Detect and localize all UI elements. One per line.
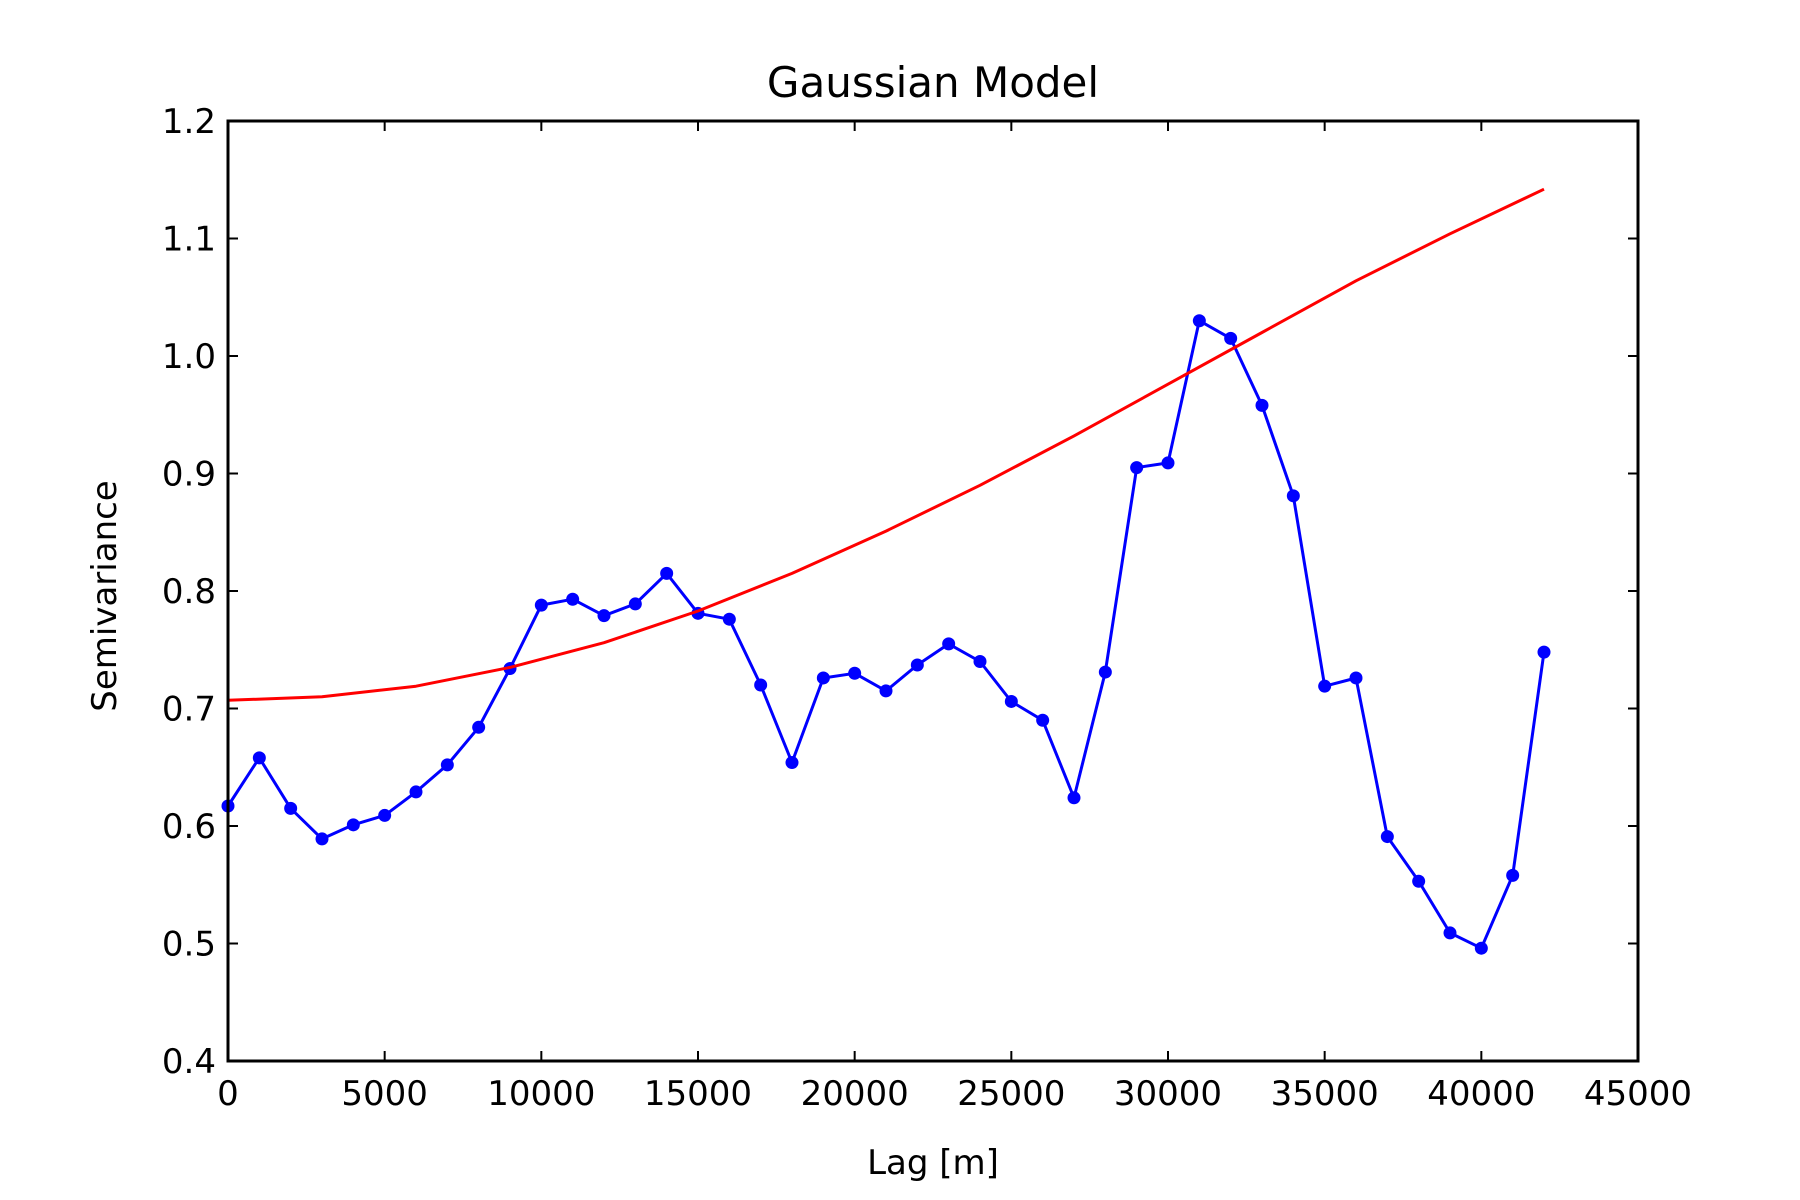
data-point bbox=[942, 637, 956, 651]
data-point bbox=[346, 818, 360, 832]
y-tick-label: 0.9 bbox=[162, 455, 216, 495]
data-point bbox=[440, 758, 454, 772]
gaussian-model-line bbox=[227, 187, 1545, 702]
x-tick-label: 35000 bbox=[1271, 1074, 1379, 1114]
experimental-semivariance-line bbox=[226, 319, 1546, 950]
y-tick-label: 0.7 bbox=[162, 690, 216, 730]
data-point bbox=[1098, 665, 1112, 679]
data-point bbox=[1318, 679, 1332, 693]
data-point bbox=[1067, 791, 1081, 805]
x-tick-label: 0 bbox=[217, 1074, 239, 1114]
data-point bbox=[1286, 489, 1300, 503]
plot-area bbox=[221, 187, 1551, 955]
x-tick-label: 5000 bbox=[341, 1074, 428, 1114]
y-tick-label: 0.6 bbox=[162, 807, 216, 847]
data-point bbox=[597, 609, 611, 623]
x-axis-label: Lag [m] bbox=[867, 1143, 999, 1183]
data-point bbox=[660, 566, 674, 580]
x-tick-label: 25000 bbox=[957, 1074, 1065, 1114]
data-point bbox=[628, 597, 642, 611]
data-point bbox=[1443, 926, 1457, 940]
data-point bbox=[1255, 398, 1269, 412]
data-point bbox=[1192, 314, 1206, 328]
data-point bbox=[973, 655, 987, 668]
y-tick-label: 1.0 bbox=[162, 337, 216, 377]
data-point bbox=[566, 592, 580, 606]
data-point bbox=[1036, 713, 1050, 727]
y-tick-label: 0.5 bbox=[162, 925, 216, 965]
data-point bbox=[1537, 645, 1551, 659]
y-axis-label: Semivariance bbox=[85, 480, 125, 711]
data-point bbox=[409, 785, 423, 799]
data-point bbox=[252, 751, 266, 765]
data-point bbox=[1349, 671, 1363, 685]
x-tick-label: 10000 bbox=[487, 1074, 595, 1114]
data-point bbox=[816, 671, 830, 685]
data-point bbox=[1474, 941, 1488, 955]
y-tick-label: 1.1 bbox=[162, 220, 216, 260]
data-point bbox=[848, 666, 862, 680]
data-point bbox=[910, 658, 924, 672]
x-tick-label: 30000 bbox=[1114, 1074, 1222, 1114]
y-tick-label: 0.4 bbox=[162, 1042, 216, 1082]
data-point bbox=[1412, 874, 1426, 888]
data-point bbox=[879, 684, 893, 698]
data-point bbox=[1130, 461, 1144, 475]
data-point bbox=[378, 808, 392, 822]
data-point bbox=[472, 720, 486, 734]
x-tick-label: 40000 bbox=[1427, 1074, 1535, 1114]
y-tick-label: 0.8 bbox=[162, 572, 216, 612]
x-tick-label: 20000 bbox=[801, 1074, 909, 1114]
data-point bbox=[722, 612, 736, 626]
x-tick-label: 45000 bbox=[1584, 1074, 1692, 1114]
data-point bbox=[1224, 331, 1238, 345]
data-point bbox=[534, 598, 548, 612]
data-point bbox=[1506, 868, 1520, 882]
data-point bbox=[1004, 694, 1018, 708]
data-point bbox=[785, 756, 799, 770]
data-point bbox=[754, 678, 768, 692]
data-point bbox=[284, 801, 298, 815]
y-tick-label: 1.2 bbox=[162, 102, 216, 142]
axis-ticks: 0 5000 10000 15000 20000 25000 30000 35000 40000… bbox=[162, 102, 1692, 1114]
x-tick-label: 15000 bbox=[644, 1074, 752, 1114]
plot-frame bbox=[226, 119, 1640, 1063]
data-point bbox=[1161, 456, 1175, 470]
data-point bbox=[1380, 830, 1394, 844]
data-point bbox=[315, 832, 329, 846]
chart-title: Gaussian Model bbox=[767, 58, 1099, 107]
